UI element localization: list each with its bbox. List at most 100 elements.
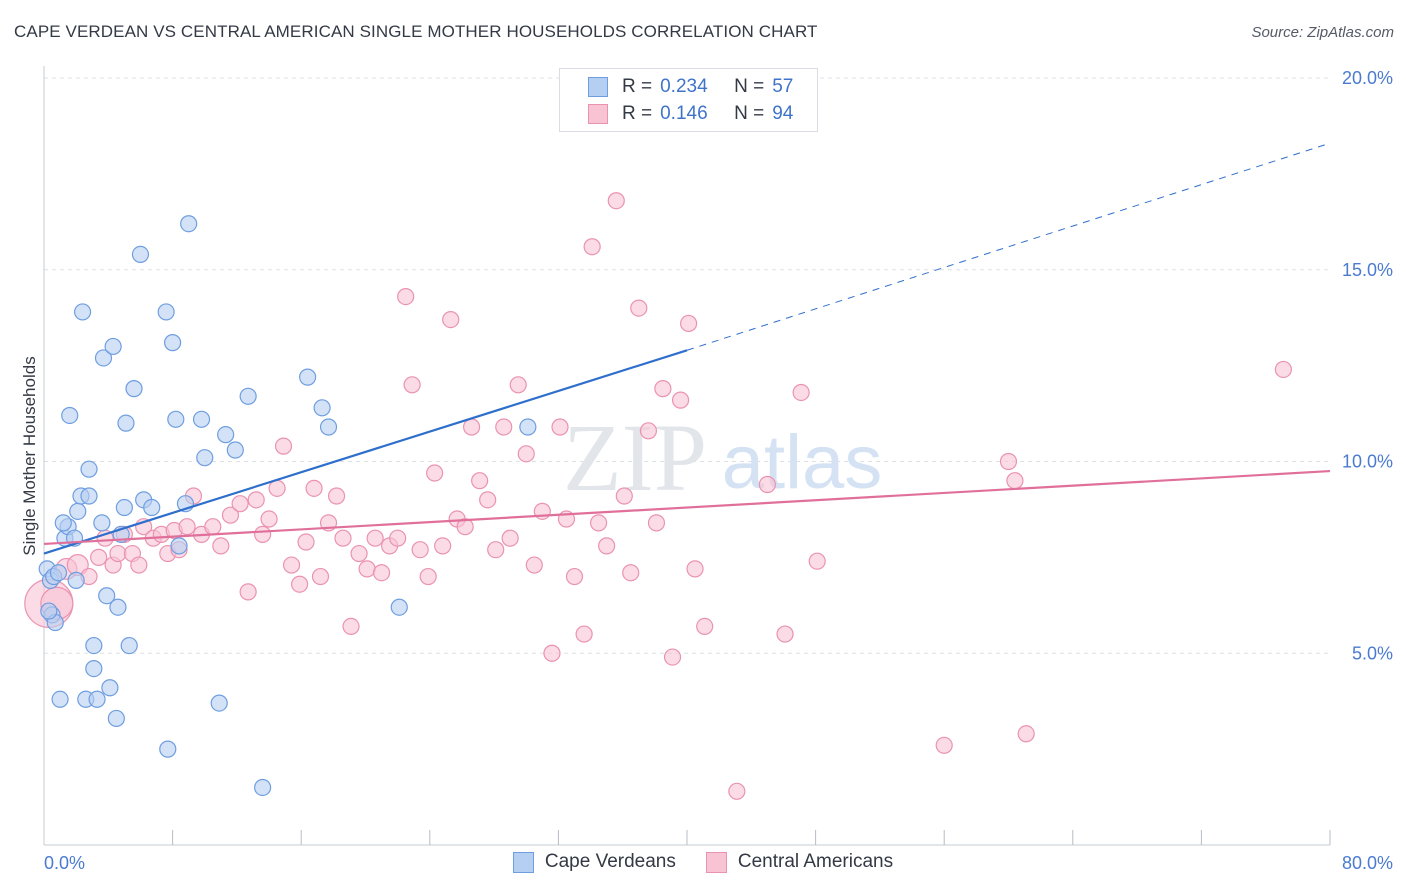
central-american-point bbox=[419, 567, 437, 586]
legend-r-label: R = bbox=[622, 76, 653, 97]
central-american-point bbox=[471, 472, 489, 490]
central-american-point bbox=[622, 564, 640, 582]
legend-swatch-pink bbox=[588, 104, 608, 124]
correlation-legend: R = 0.234 N = 57 R = 0.146 N = 94 bbox=[559, 68, 818, 132]
legend-swatch-blue bbox=[512, 851, 534, 873]
cape-verdean-point bbox=[80, 487, 98, 505]
cape-verdean-point bbox=[109, 598, 127, 616]
cape-verdean-point bbox=[131, 245, 150, 264]
watermark-atlas: atlas bbox=[722, 420, 883, 505]
cape-verdean-point bbox=[98, 587, 116, 605]
cape-verdean-point bbox=[319, 418, 338, 436]
central-american-point bbox=[239, 583, 257, 601]
trend-line-central-americans bbox=[43, 469, 1331, 546]
cape-verdean-point bbox=[180, 215, 198, 233]
source-label: Source: ZipAtlas.com bbox=[1251, 24, 1394, 41]
cape-verdean-point bbox=[143, 498, 161, 517]
central-american-point bbox=[290, 575, 309, 593]
x-tick-label: 80.0% bbox=[1342, 853, 1393, 873]
central-american-point bbox=[260, 510, 278, 528]
central-american-point bbox=[247, 491, 265, 509]
central-american-point bbox=[647, 514, 666, 532]
trend-lines bbox=[43, 142, 1331, 555]
central-american-point bbox=[758, 475, 776, 494]
central-american-point bbox=[434, 537, 452, 555]
cape-verdean-point bbox=[93, 514, 111, 532]
cape-verdean-point bbox=[299, 368, 317, 386]
legend-swatch-blue bbox=[588, 77, 608, 97]
cape-verdean-point bbox=[104, 337, 122, 356]
central-american-point bbox=[372, 564, 391, 582]
cape-verdean-point bbox=[61, 406, 79, 425]
cape-verdean-point bbox=[217, 426, 235, 444]
cape-verdean-point bbox=[254, 778, 272, 797]
cape-verdean-point bbox=[210, 694, 228, 712]
cape-verdean-point bbox=[40, 602, 58, 620]
legend-row-cape-verdeans: R = 0.234 N = 57 bbox=[588, 75, 793, 99]
central-american-point bbox=[686, 560, 704, 578]
central-american-point bbox=[426, 464, 444, 482]
cape-verdean-point bbox=[85, 659, 103, 678]
cape-verdean-point bbox=[101, 679, 119, 697]
central-american-point bbox=[334, 529, 352, 547]
cape-verdean-point bbox=[313, 399, 331, 417]
central-american-point bbox=[231, 495, 249, 513]
legend-r-value: 0.146 bbox=[660, 103, 708, 124]
central-american-point bbox=[501, 529, 519, 547]
y-tick-label: 5.0% bbox=[1352, 643, 1393, 663]
central-american-point bbox=[411, 541, 429, 559]
central-american-point bbox=[654, 380, 672, 398]
cape-verdean-point bbox=[239, 387, 257, 405]
central-american-point bbox=[403, 376, 421, 394]
central-american-point bbox=[583, 238, 601, 256]
cape-verdean-point bbox=[115, 498, 133, 517]
watermark-zip: ZIP bbox=[563, 404, 707, 511]
central-american-point bbox=[282, 556, 301, 574]
central-american-point bbox=[607, 192, 625, 210]
central-american-point bbox=[254, 525, 272, 543]
cape-verdean-point bbox=[226, 441, 244, 459]
cape-verdean-point bbox=[85, 636, 103, 655]
legend-swatch-pink bbox=[705, 851, 727, 873]
central-american-point bbox=[397, 287, 415, 306]
central-american-point bbox=[327, 487, 346, 505]
cape-verdean-point bbox=[49, 564, 68, 582]
central-american-point bbox=[311, 567, 330, 586]
y-axis-label: Single Mother Households bbox=[20, 356, 39, 555]
central-american-point bbox=[808, 552, 826, 570]
chart-title: CAPE VERDEAN VS CENTRAL AMERICAN SINGLE … bbox=[14, 22, 818, 41]
axes bbox=[43, 66, 1331, 846]
cape-verdean-point bbox=[67, 571, 85, 589]
cape-verdean-point bbox=[88, 690, 106, 708]
central-american-point bbox=[575, 625, 593, 643]
legend-n-value: 94 bbox=[772, 103, 794, 124]
cape-verdean-point bbox=[80, 460, 98, 478]
cape-verdean-point bbox=[390, 598, 408, 616]
central-american-point bbox=[495, 418, 513, 436]
central-american-point bbox=[204, 518, 222, 536]
y-tick-label: 10.0% bbox=[1342, 452, 1393, 472]
central-american-point bbox=[776, 625, 794, 643]
central-american-point bbox=[696, 617, 714, 636]
cape-verdean-point bbox=[94, 349, 113, 367]
cape-verdean-point bbox=[51, 690, 69, 708]
central-american-point bbox=[130, 556, 148, 574]
cape-verdean-point bbox=[196, 449, 214, 467]
watermark: ZIP atlas bbox=[563, 404, 882, 511]
central-american-point bbox=[358, 560, 376, 578]
central-american-point bbox=[109, 544, 127, 563]
legend-item-central-americans: Central Americans bbox=[705, 851, 893, 873]
series-legend: Cape Verdeans Central Americans bbox=[0, 851, 1406, 873]
cape-verdean-point bbox=[120, 636, 138, 655]
y-tick-label: 15.0% bbox=[1342, 260, 1393, 280]
central-american-point bbox=[680, 314, 698, 333]
central-american-point bbox=[479, 491, 497, 509]
tick-labels: 5.0% 10.0% 15.0% 20.0% 0.0% 80.0% bbox=[44, 68, 1393, 873]
central-american-point bbox=[728, 782, 746, 800]
legend-r-value: 0.234 bbox=[660, 76, 708, 97]
legend-label: Cape Verdeans bbox=[544, 851, 676, 872]
central-american-point bbox=[663, 648, 682, 666]
central-american-point bbox=[342, 617, 360, 636]
central-american-point bbox=[305, 479, 323, 497]
